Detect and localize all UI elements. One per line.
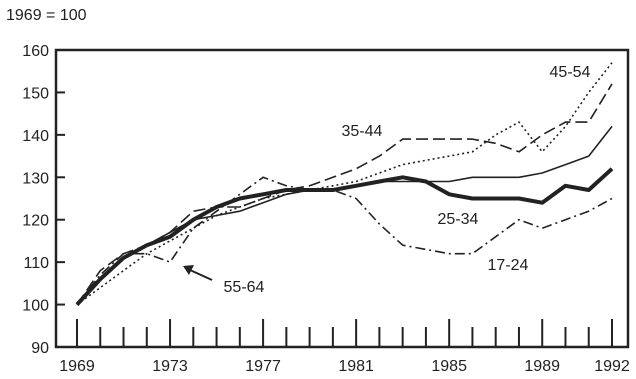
x-tick-label: 1985 xyxy=(431,358,467,375)
x-tick-label: 1973 xyxy=(152,358,188,375)
y-tick-label: 90 xyxy=(31,340,49,357)
chart-axes: 90 100 110 120 130 140 150 160 1969 1973 1977 1981 1… xyxy=(22,43,630,375)
x-tick-label: 1977 xyxy=(245,358,281,375)
series-label-25-34: 25-34 xyxy=(438,211,479,228)
series-label-55-64: 55-64 xyxy=(224,279,265,296)
y-tick-label: 110 xyxy=(23,255,49,272)
series-line-55-64 xyxy=(75,167,614,306)
series-line-17-24 xyxy=(76,176,613,306)
x-tick-label: 1989 xyxy=(524,358,560,375)
label-arrow-55-64 xyxy=(189,269,213,281)
y-tick-label: 150 xyxy=(22,85,49,102)
plot-frame xyxy=(54,48,630,349)
y-tick-label: 140 xyxy=(22,128,49,145)
x-tick-label: 1981 xyxy=(338,358,374,375)
y-tick-label: 100 xyxy=(22,298,49,315)
arrow-head-icon xyxy=(183,265,194,275)
index-base-label: 1969 = 100 xyxy=(6,7,87,24)
series-label-17-24: 17-24 xyxy=(488,257,529,274)
y-tick-label: 130 xyxy=(22,170,49,187)
series-label-45-54: 45-54 xyxy=(550,64,591,81)
x-tick-label: 1969 xyxy=(59,358,95,375)
series-line-25-34 xyxy=(76,125,613,306)
series-labels: 17-24 25-34 35-44 45-54 55-64 xyxy=(183,64,591,296)
series-lines xyxy=(75,62,614,306)
y-tick-label: 160 xyxy=(22,43,49,60)
series-label-35-44: 35-44 xyxy=(342,123,383,140)
series-line-35-44 xyxy=(76,83,613,306)
y-tick-label: 120 xyxy=(22,213,49,230)
series-line-45-54 xyxy=(76,62,613,306)
x-tick-label: 1992 xyxy=(594,358,630,375)
